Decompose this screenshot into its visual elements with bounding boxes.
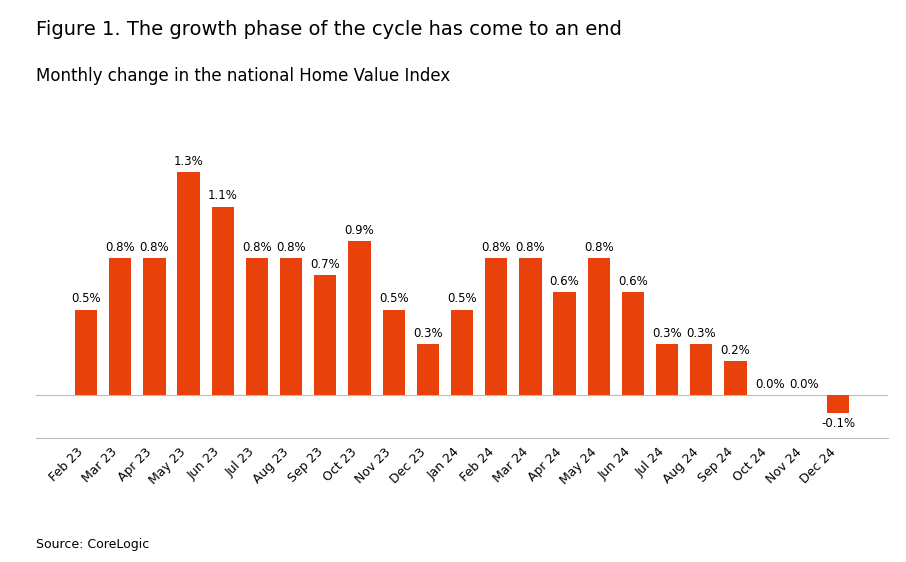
Text: 0.7%: 0.7% [311,258,341,271]
Text: 1.3%: 1.3% [174,155,204,168]
Text: 0.6%: 0.6% [550,275,580,288]
Bar [280,258,303,396]
Text: Monthly change in the national Home Value Index: Monthly change in the national Home Valu… [36,67,450,85]
Bar [382,310,405,396]
Text: 0.8%: 0.8% [584,241,613,254]
Bar [75,310,97,396]
Text: 0.2%: 0.2% [720,344,750,357]
Text: 0.3%: 0.3% [652,327,682,339]
Text: 0.0%: 0.0% [789,378,819,391]
Bar [725,361,747,396]
Text: Figure 1. The growth phase of the cycle has come to an end: Figure 1. The growth phase of the cycle … [36,20,622,39]
Text: 0.0%: 0.0% [755,378,785,391]
Text: 0.8%: 0.8% [242,241,272,254]
Text: -0.1%: -0.1% [821,417,855,430]
Text: 0.3%: 0.3% [413,327,443,339]
Text: 1.1%: 1.1% [207,189,237,202]
Text: 0.9%: 0.9% [344,224,374,237]
Text: 0.5%: 0.5% [72,292,101,305]
Bar [519,258,542,396]
Text: 0.3%: 0.3% [687,327,716,339]
Text: 0.6%: 0.6% [618,275,648,288]
Text: 0.8%: 0.8% [140,241,169,254]
Bar [622,292,644,396]
Text: Source: CoreLogic: Source: CoreLogic [36,538,149,551]
Bar [827,396,849,413]
Bar [109,258,131,396]
Bar [485,258,507,396]
Bar [143,258,166,396]
Text: 0.5%: 0.5% [448,292,477,305]
Bar [417,344,439,396]
Bar [246,258,268,396]
Bar [178,172,199,396]
Bar [656,344,679,396]
Bar [314,275,336,396]
Text: 0.8%: 0.8% [516,241,545,254]
Text: 0.8%: 0.8% [481,241,511,254]
Bar [349,241,371,396]
Bar [451,310,473,396]
Text: 0.8%: 0.8% [105,241,135,254]
Bar [588,258,610,396]
Bar [212,206,234,396]
Bar [554,292,575,396]
Text: 0.8%: 0.8% [276,241,306,254]
Text: 0.5%: 0.5% [379,292,409,305]
Bar [690,344,712,396]
